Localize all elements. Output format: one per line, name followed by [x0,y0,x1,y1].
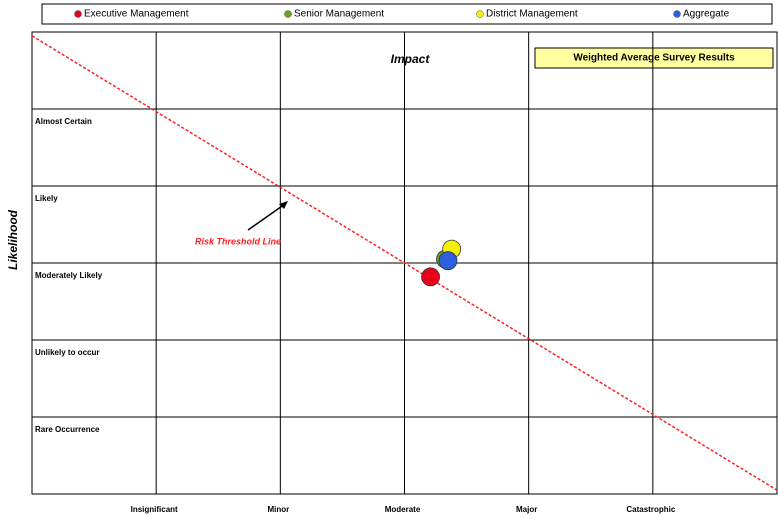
x-tick-label: Insignificant [131,505,178,514]
arrow [247,203,286,231]
y-tick-label: Rare Occurrence [35,425,100,434]
legend-label: Senior Management [294,9,384,20]
y-tick-label: Likely [35,194,58,203]
legend-label: Aggregate [683,9,730,20]
y-axis-label: Likelihood [6,209,20,270]
x-tick-label: Major [516,505,537,514]
title-box [534,47,774,69]
legend-label: District Management [486,9,578,20]
y-tick-label: Almost Certain [35,117,92,126]
x-tick-label: Catastrophic [626,505,675,514]
legend-box [41,3,773,25]
data-point [421,267,440,287]
x-tick-label: Moderate [385,505,421,514]
chart-title: Weighted Average Survey Results [573,53,735,64]
arrow-head [279,201,288,209]
threshold-label: Risk Threshold Line [195,236,281,246]
legend-label: Executive Management [84,9,189,20]
legend-marker [74,10,82,18]
legend-marker [673,10,681,18]
legend-marker [284,10,292,18]
y-tick-label: Moderately Likely [35,271,103,280]
y-tick-label: Unlikely to occur [35,348,99,357]
x-axis-label: Impact [391,52,431,66]
x-tick-label: Minor [267,505,289,514]
legend-marker [476,10,484,18]
legend: Executive Management Senior Management Dis… [74,9,730,20]
threshold-line [31,35,778,491]
data-point [438,251,458,271]
